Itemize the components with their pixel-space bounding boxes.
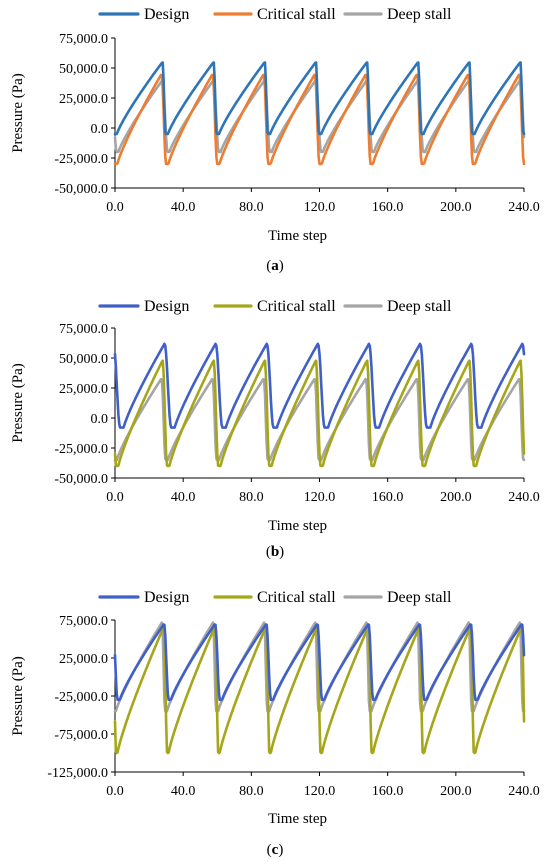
y-tick-label: -125,000.0	[47, 766, 108, 781]
y-tick-label: -25,000.0	[54, 442, 108, 457]
series-line-critical-stall	[113, 73, 526, 166]
series-line-design	[113, 61, 526, 136]
y-tick-label: 50,000.0	[59, 352, 108, 367]
x-tick-label: 120.0	[304, 490, 336, 505]
x-tick-label: 240.0	[508, 490, 540, 505]
series-line-critical-stall	[113, 359, 526, 468]
y-tick-label: -50,000.0	[54, 182, 108, 197]
x-axis-title: Time step	[268, 811, 327, 827]
x-axis-title: Time step	[268, 228, 327, 244]
x-tick-label: 0.0	[106, 200, 124, 215]
series-line-deep-stall	[113, 78, 526, 154]
x-tick-label: 80.0	[239, 490, 264, 505]
x-tick-label: 160.0	[372, 490, 404, 505]
legend-label: Deep stall	[387, 589, 452, 606]
x-tick-label: 200.0	[440, 490, 472, 505]
x-tick-label: 0.0	[106, 490, 124, 505]
chart-panel-c: Design Critical stall Deep stall 75,000.0 25…	[10, 589, 540, 858]
x-tick-label: 160.0	[372, 784, 404, 799]
x-tick-label: 120.0	[304, 784, 336, 799]
legend-label: Design	[144, 589, 189, 606]
series-line-design	[113, 342, 526, 429]
legend-label: Critical stall	[257, 589, 336, 606]
x-tick-label: 200.0	[440, 784, 472, 799]
y-tick-label: 0.0	[91, 412, 109, 427]
legend-label: Design	[144, 6, 189, 23]
x-tick-label: 240.0	[508, 200, 540, 215]
y-tick-label: 0.0	[91, 122, 109, 137]
series-line-critical-stall	[113, 625, 526, 755]
y-tick-label: -50,000.0	[54, 472, 108, 487]
y-tick-label: 50,000.0	[59, 62, 108, 77]
legend-label: Critical stall	[257, 298, 336, 315]
y-tick-label: 75,000.0	[59, 32, 108, 47]
chart-panel-b: Design Critical stall Deep stall 75,000.0 50…	[10, 298, 540, 560]
legend-label: Design	[144, 298, 189, 315]
x-tick-label: 120.0	[304, 200, 336, 215]
y-tick-label: 75,000.0	[59, 322, 108, 337]
y-tick-label: -75,000.0	[54, 728, 108, 743]
panel-caption: (b)	[266, 544, 284, 560]
legend-label: Critical stall	[257, 6, 336, 23]
x-tick-label: 240.0	[508, 784, 540, 799]
y-tick-label: -25,000.0	[54, 152, 108, 167]
x-tick-label: 80.0	[239, 200, 264, 215]
legend-label: Deep stall	[387, 298, 452, 315]
x-tick-label: 200.0	[440, 200, 472, 215]
y-tick-label: 25,000.0	[59, 652, 108, 667]
panel-caption: (a)	[266, 258, 284, 274]
chart-panel-a: Design Critical stall Deep stall 75,000.0 50…	[10, 6, 540, 274]
y-tick-label: 25,000.0	[59, 382, 108, 397]
y-tick-label: 75,000.0	[59, 614, 108, 629]
y-axis-title: Pressure (Pa)	[10, 363, 26, 443]
y-tick-label: -25,000.0	[54, 690, 108, 705]
x-tick-label: 40.0	[171, 200, 196, 215]
x-axis-title: Time step	[268, 518, 327, 534]
x-tick-label: 160.0	[372, 200, 404, 215]
x-tick-label: 80.0	[239, 784, 264, 799]
x-tick-label: 40.0	[171, 784, 196, 799]
legend-label: Deep stall	[387, 6, 452, 23]
x-tick-label: 40.0	[171, 490, 196, 505]
y-axis-title: Pressure (Pa)	[10, 73, 26, 153]
y-tick-label: 25,000.0	[59, 92, 108, 107]
series-line-design	[113, 623, 526, 702]
x-tick-label: 0.0	[106, 784, 124, 799]
y-axis-title: Pressure (Pa)	[10, 656, 26, 736]
panel-caption: (c)	[267, 842, 284, 858]
